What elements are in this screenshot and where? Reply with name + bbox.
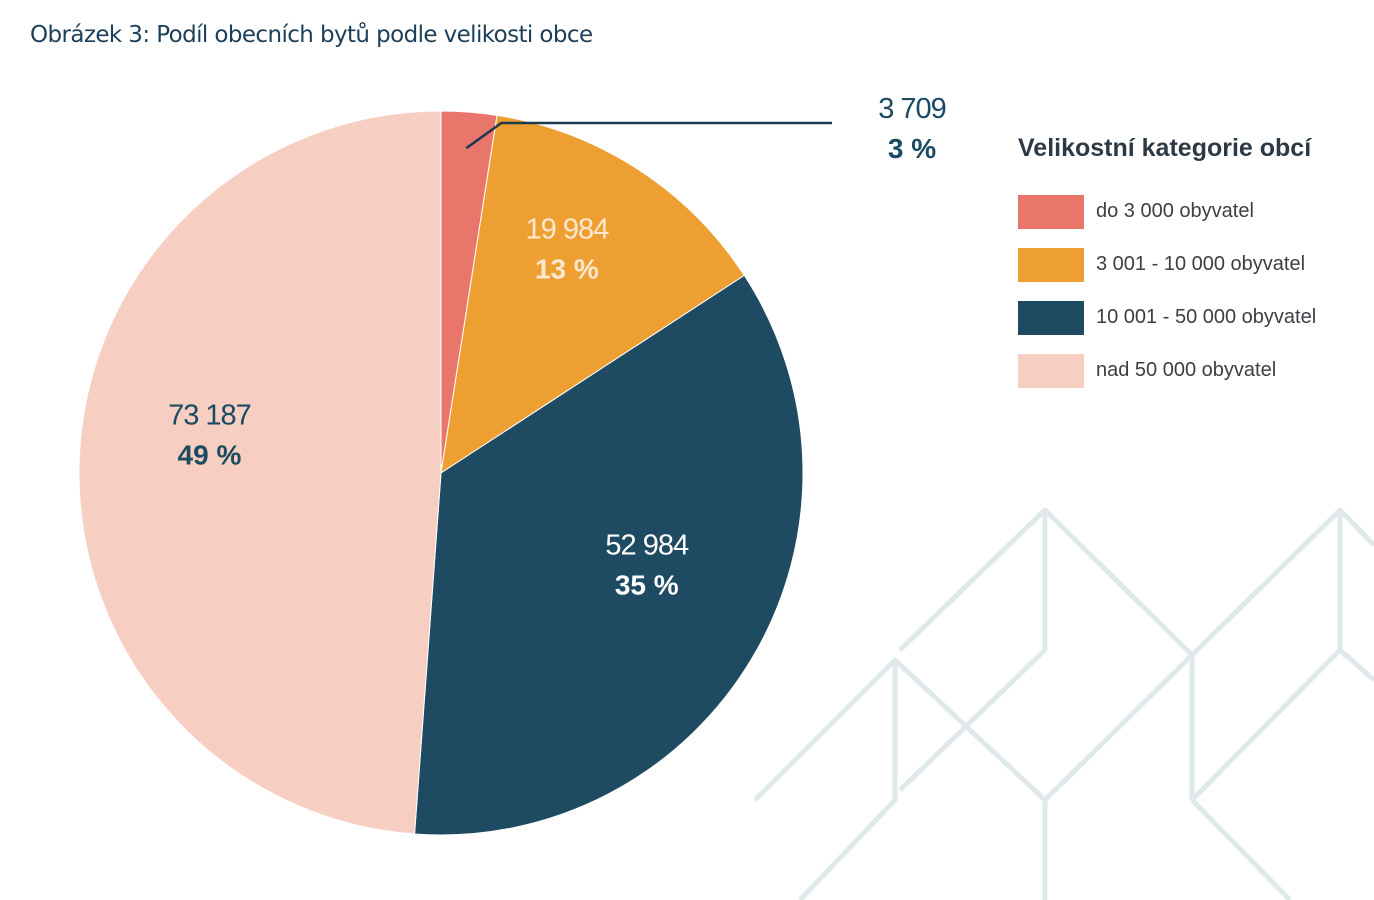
legend-item-2: 3 001 - 10 000 obyvatel [1018,238,1316,291]
chart-title: Obrázek 3: Podíl obecních bytů podle vel… [30,22,593,48]
slice-percent-label-4: 49 % [178,440,242,471]
legend-label: nad 50 000 obyvatel [1096,359,1277,381]
slice-percent-label-3: 35 % [615,569,679,600]
legend-swatch [1018,353,1084,388]
leader-line-1 [465,121,832,150]
legend-swatch [1018,300,1084,335]
slice-percent-label-2: 13 % [535,254,599,285]
slice-value-label-1: 3 709 [878,93,946,125]
pie-slice-2 [440,114,745,475]
legend-swatch [1018,247,1084,282]
slice-value-label-4: 73 187 [168,400,251,432]
legend-title: Velikostní kategorie obcí [1018,134,1312,162]
slice-value-label-3: 52 984 [605,529,689,561]
pie-slice-4 [78,110,442,835]
slice-value-label-2: 19 984 [526,214,610,246]
legend-label: 3 001 - 10 000 obyvatel [1096,253,1306,275]
legend-swatch [1018,194,1084,229]
slice-percent-label-1: 3 % [888,133,936,164]
legend-item-3: 10 001 - 50 000 obyvatel [1018,291,1316,344]
legend-label: 10 001 - 50 000 obyvatel [1096,306,1317,328]
legend-item-1: do 3 000 obyvatel [1018,185,1316,238]
legend-item-4: nad 50 000 obyvatel [1018,344,1316,397]
legend: Velikostní kategorie obcí do 3 000 obyva… [1018,134,1316,397]
legend-label: do 3 000 obyvatel [1096,200,1254,222]
pie-slice-3 [414,274,804,836]
